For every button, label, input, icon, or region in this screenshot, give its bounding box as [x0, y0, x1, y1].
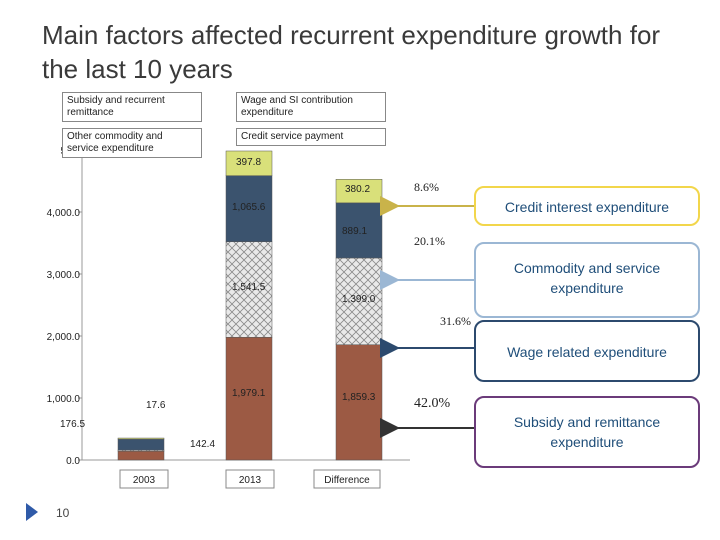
pct-credit: 8.6% — [414, 180, 439, 194]
slide-number: 10 — [56, 506, 70, 520]
data-label: 889.1 — [342, 226, 367, 237]
pct-wage: 31.6% — [440, 314, 471, 328]
data-label: 380.2 — [345, 184, 370, 195]
bar-segment-difference-1 — [335, 257, 383, 345]
bullet-arrow-icon — [26, 503, 38, 521]
data-label: 142.4 — [190, 439, 215, 450]
bar-segment-2003-3 — [117, 437, 165, 440]
data-label: 1,541.5 — [232, 282, 266, 293]
bar-segment-2013-2 — [225, 175, 273, 242]
data-label: 1,399.0 — [342, 294, 376, 305]
chart-axis: 0.01,000.02,000.03,000.04,000.05,0020032… — [47, 146, 410, 489]
data-label: 397.8 — [236, 157, 261, 168]
bar-segment-difference-3 — [335, 179, 383, 204]
data-label: 17.6 — [146, 400, 166, 411]
legend-commodity: Other commodity and service expenditure — [62, 128, 202, 158]
chart-labels: 142.4 17.6 176.5 1,979.1 1,541.5 1,065.6 397.8… — [60, 157, 376, 450]
bar-segment-2013-1 — [225, 241, 273, 338]
y-tick-label: 1,000.0 — [47, 394, 81, 405]
callout-wage: Wage related expenditure — [474, 320, 700, 382]
bar-segment-2013-0 — [225, 337, 273, 461]
data-label: 1,859.3 — [342, 392, 376, 403]
bar-segment-2003-0 — [117, 450, 165, 461]
pct-subsidy: 42.0% — [414, 396, 451, 411]
y-tick-label: 0.0 — [66, 456, 80, 467]
y-tick-label: 3,000.0 — [47, 270, 81, 281]
callout-credit: Credit interest expenditure — [474, 186, 700, 226]
pct-commodity: 20.1% — [414, 234, 445, 248]
y-tick-label: 4,000.0 — [47, 208, 81, 219]
chart-bars — [117, 150, 383, 461]
bar-segment-difference-0 — [335, 344, 383, 461]
x-tick-label: Difference — [324, 475, 370, 486]
callout-arrows — [380, 196, 474, 438]
x-tick-box — [313, 469, 381, 489]
y-tick-label: 2,000.0 — [47, 332, 81, 343]
x-tick-label: 2003 — [133, 475, 156, 486]
data-label: 1,065.6 — [232, 202, 266, 213]
bar-segment-difference-2 — [335, 202, 383, 259]
callout-commodity: Commodity and service expenditure — [474, 242, 700, 318]
x-tick-box — [225, 469, 275, 489]
data-label: 1,979.1 — [232, 388, 266, 399]
legend-subsidy: Subsidy and recurrent remittance — [62, 92, 202, 122]
bar-segment-2003-2 — [117, 438, 165, 451]
x-tick-box — [119, 469, 169, 489]
data-label: 176.5 — [60, 419, 85, 430]
page-title: Main factors affected recurrent expendit… — [42, 20, 661, 84]
callout-subsidy: Subsidy and remittance expenditure — [474, 396, 700, 468]
legend-wage: Wage and SI contribution expenditure — [236, 92, 386, 122]
legend-credit: Credit service payment — [236, 128, 386, 146]
x-tick-label: 2013 — [239, 475, 262, 486]
bar-segment-2013-3 — [225, 150, 273, 176]
